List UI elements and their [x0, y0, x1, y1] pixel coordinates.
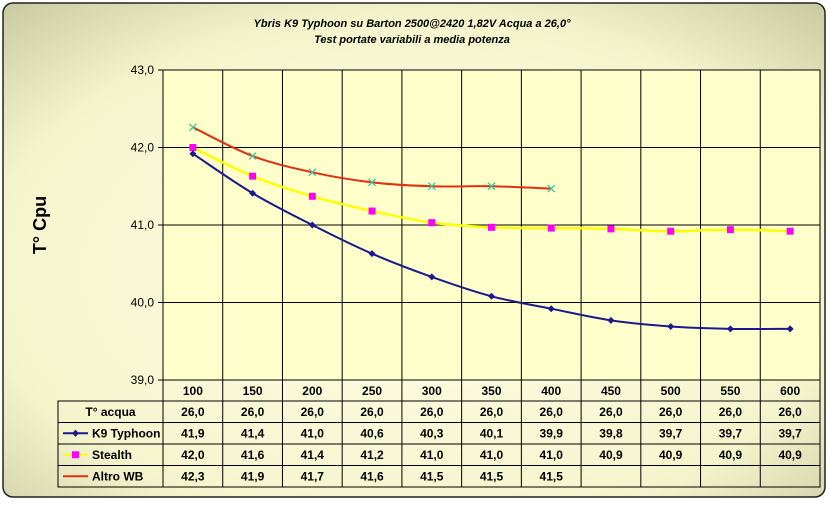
x-tick-label: 600 — [780, 384, 800, 398]
table-cell: 42,3 — [181, 469, 205, 483]
legend-label: Altro WB — [92, 469, 144, 483]
table-cell: 26,0 — [181, 405, 205, 419]
x-tick-label: 450 — [601, 384, 621, 398]
series-point-0 — [786, 325, 794, 333]
series-point-0 — [249, 189, 257, 197]
y-tick-label: 39,0 — [131, 373, 155, 387]
table-cell: 40,6 — [360, 426, 384, 440]
table-cell: 26,0 — [599, 405, 623, 419]
series-point-1 — [547, 224, 555, 232]
y-axis-label: T° Cpu — [30, 196, 50, 254]
x-tick-label: 400 — [541, 384, 561, 398]
series-point-1 — [249, 172, 257, 180]
series-point-1 — [667, 227, 675, 235]
table-cell: 26,0 — [301, 405, 325, 419]
chart-subtitle: Test portate variabili a media potenza — [314, 34, 510, 46]
table-cell: 41,4 — [301, 448, 325, 462]
table-cell: 41,0 — [540, 448, 564, 462]
series-point-0 — [607, 316, 615, 324]
table-cell: 41,2 — [360, 448, 384, 462]
table-cell: 26,0 — [540, 405, 564, 419]
x-tick-label: 100 — [183, 384, 203, 398]
table-cell: 42,0 — [181, 448, 205, 462]
x-tick-label: 350 — [481, 384, 501, 398]
table-cell: 41,7 — [301, 469, 325, 483]
y-tick-label: 42,0 — [131, 141, 155, 155]
table-cell: 26,0 — [360, 405, 384, 419]
series-point-1 — [786, 227, 794, 235]
x-tick-label: 300 — [422, 384, 442, 398]
table-cell: 40,9 — [778, 448, 802, 462]
series-point-0 — [428, 273, 436, 281]
table-cell: 41,0 — [301, 426, 325, 440]
x-tick-label: 500 — [661, 384, 681, 398]
series-point-0 — [667, 323, 675, 331]
series-point-1 — [488, 223, 495, 231]
table-cell: 40,9 — [719, 448, 743, 462]
table-cell: 26,0 — [719, 405, 743, 419]
series-point-2 — [487, 182, 496, 191]
series-point-1 — [607, 225, 615, 233]
table-cell: 41,0 — [420, 448, 444, 462]
x-tick-label: 200 — [302, 384, 322, 398]
legend-marker-0 — [72, 429, 79, 437]
series-line-0 — [192, 152, 791, 331]
table-cell: 40,9 — [659, 448, 683, 462]
table-cell: 26,0 — [778, 405, 802, 419]
series-point-1 — [726, 226, 734, 234]
series-point-0 — [189, 150, 197, 158]
series-point-0 — [547, 305, 555, 313]
data-table: 100 150 200 250 300 350 400 450 500 550 600 T° acqu… — [57, 380, 821, 488]
series-point-2 — [547, 184, 556, 193]
x-tick-label: 150 — [243, 384, 263, 398]
chart-title: Ybris K9 Typhoon su Barton 2500@2420 1,8… — [254, 18, 572, 30]
series-point-1 — [428, 219, 436, 227]
table-cell: 41,4 — [241, 426, 265, 440]
plot-area: 39,0 40,0 41,0 42,0 43,0 — [131, 63, 821, 387]
table-cell: 39,8 — [599, 426, 623, 440]
table-cell: 41,5 — [480, 469, 504, 483]
table-cell: 39,7 — [719, 426, 743, 440]
table-row-name: T° acqua — [85, 405, 135, 419]
table-cell: 26,0 — [480, 405, 504, 419]
table-cell: 41,9 — [241, 469, 265, 483]
table-cell: 41,5 — [540, 469, 564, 483]
series-point-2 — [368, 178, 377, 187]
series-point-2 — [427, 182, 436, 191]
legend-label: K9 Typhoon — [92, 426, 160, 440]
legend-marker-1 — [72, 451, 79, 459]
table-cell: 26,0 — [659, 405, 683, 419]
table-cell: 41,9 — [181, 426, 205, 440]
table-cell: 41,0 — [480, 448, 504, 462]
series-point-0 — [488, 292, 495, 300]
legend-label: Stealth — [92, 448, 132, 462]
series-point-0 — [726, 325, 734, 333]
x-tick-label: 550 — [720, 384, 740, 398]
table-cell: 40,3 — [420, 426, 444, 440]
series-point-2 — [308, 168, 317, 177]
y-tick-label: 41,0 — [131, 218, 155, 232]
table-cell: 26,0 — [241, 405, 265, 419]
series-point-1 — [189, 144, 197, 151]
table-cell: 39,9 — [540, 426, 564, 440]
series-point-0 — [368, 250, 376, 258]
table-cell: 39,7 — [659, 426, 683, 440]
table-cell: 39,7 — [778, 426, 802, 440]
series-point-2 — [248, 152, 257, 160]
y-tick-label: 40,0 — [131, 296, 155, 310]
table-cell: 41,5 — [420, 469, 444, 483]
series-point-2 — [188, 123, 197, 132]
series-point-0 — [308, 221, 316, 229]
x-tick-label: 250 — [362, 384, 382, 398]
table-cell: 40,9 — [599, 448, 623, 462]
series-point-1 — [368, 207, 376, 215]
table-cell: 41,6 — [360, 469, 384, 483]
y-tick-label: 43,0 — [131, 63, 155, 77]
table-cell: 41,6 — [241, 448, 265, 462]
series-point-1 — [308, 192, 316, 200]
table-cell: 40,1 — [480, 426, 504, 440]
table-cell: 26,0 — [420, 405, 444, 419]
